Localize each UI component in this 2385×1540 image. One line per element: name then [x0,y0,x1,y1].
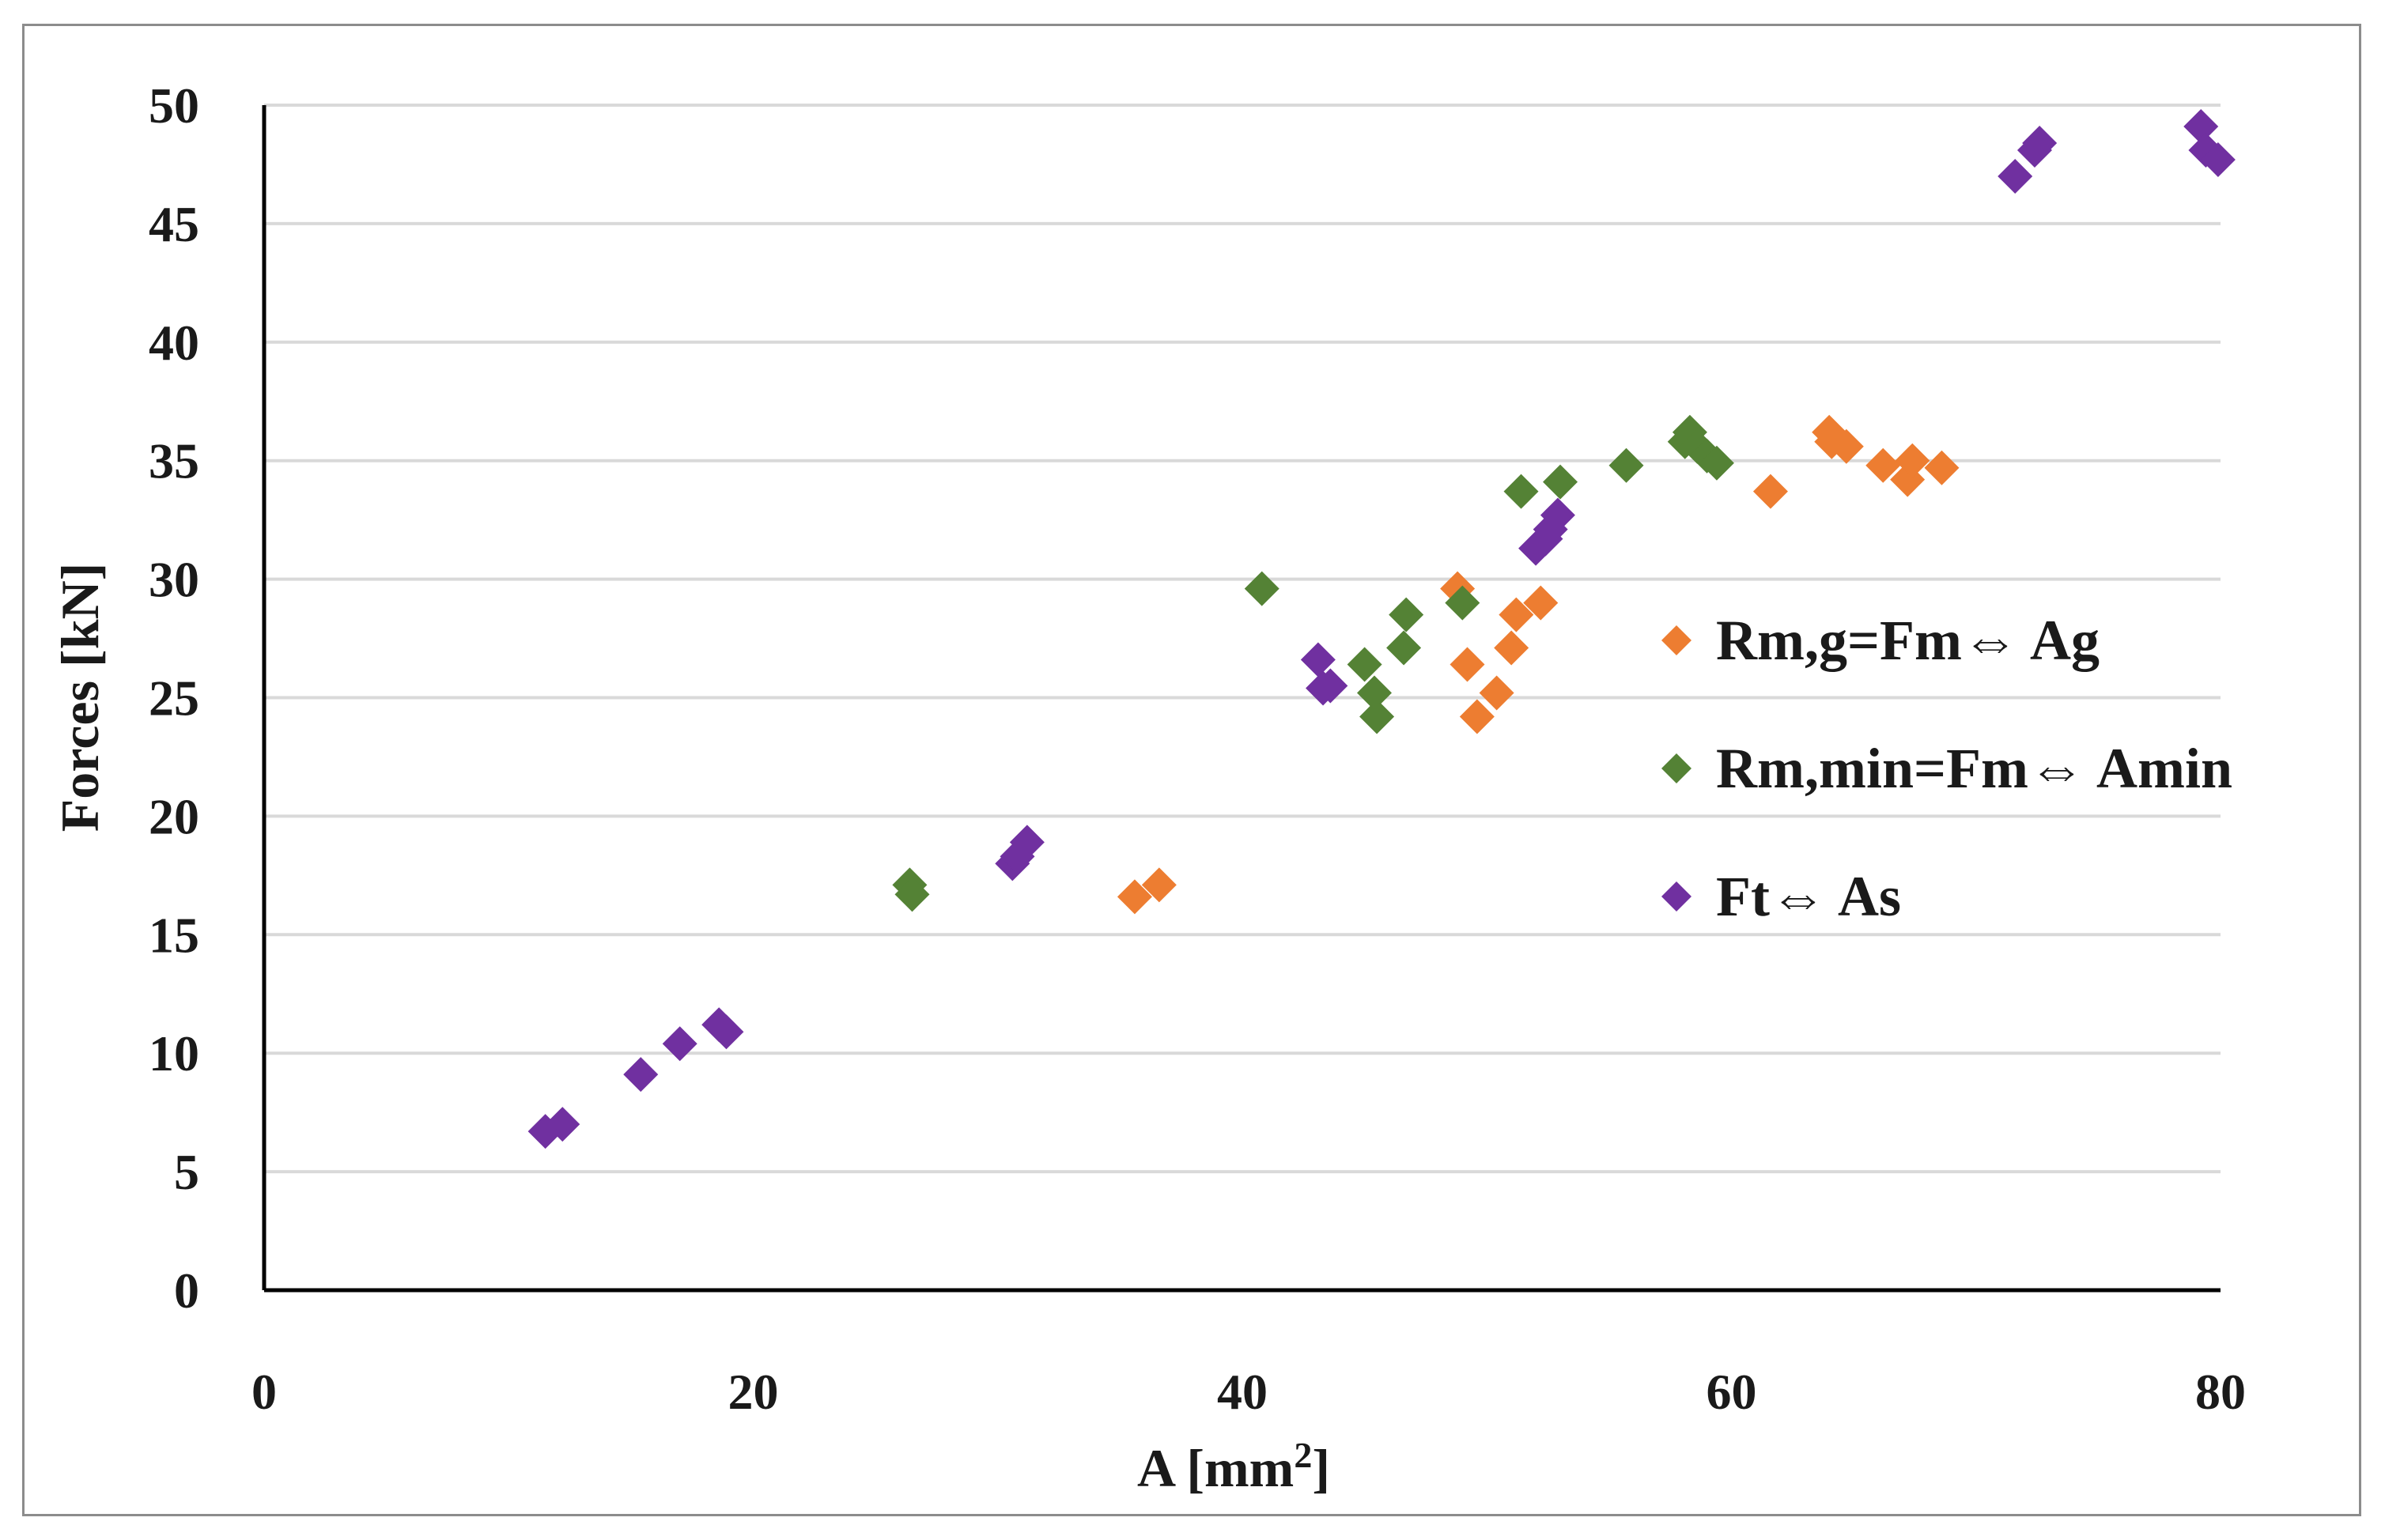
data-point [1828,428,1864,464]
data-point [1347,647,1382,682]
data-point [1445,585,1480,621]
x-tick-label: 80 [2195,1364,2246,1420]
data-point [1479,675,1514,711]
data-point [1356,675,1392,711]
data-point [1009,825,1045,860]
legend-label-3: Ft⇔ As [1716,865,1901,928]
series-3-points [527,108,2236,1149]
y-tick-label: 15 [149,907,199,963]
x-axis-title-superscript: 2 [1294,1435,1312,1475]
y-tick-label: 30 [149,552,199,608]
y-tick-label: 25 [149,670,199,727]
y-tick-label: 5 [174,1144,199,1200]
data-point [1523,585,1559,621]
y-tick-label: 35 [149,433,199,489]
y-tick-label: 20 [149,788,199,844]
data-point [1141,867,1177,903]
data-point [894,877,930,912]
legend: Rm,g=Fm⇔ Ag Rm,min=Fm⇔ Amin Ft⇔ As [1661,609,2232,928]
chart-frame [22,24,2361,1516]
data-point [1459,699,1495,734]
y-axis-title: Forces [kN] [50,563,110,832]
data-point [709,1014,744,1050]
x-tick-labels: 0 20 40 60 80 [251,1364,2246,1420]
legend-label-1: Rm,g=Fm⇔ Ag [1716,609,2100,672]
x-tick-label: 0 [251,1364,277,1420]
data-point [1503,474,1539,509]
x-axis-title: A [mm2] [1137,1435,1330,1498]
x-axis-title-suffix: ] [1312,1438,1330,1498]
legend-label-2: Rm,min=Fm⇔ Amin [1716,737,2232,800]
y-tick-label: 50 [149,77,199,134]
data-point [1699,445,1734,481]
data-point [545,1107,580,1142]
series-2-points [892,414,1734,912]
data-point [623,1057,659,1093]
data-point [1608,447,1644,483]
data-point [1998,158,2033,194]
data-point [1499,597,1534,632]
axes [262,105,2221,1293]
x-tick-label: 60 [1707,1364,1757,1420]
x-axis-title-main: A [mm [1137,1438,1294,1498]
y-tick-label: 45 [149,196,199,252]
data-point [1300,642,1336,678]
data-point [1924,450,1960,485]
x-tick-label: 40 [1217,1364,1268,1420]
legend-marker-3 [1661,881,1691,912]
y-tick-label: 0 [174,1263,199,1319]
data-point [2022,125,2058,160]
data-point [1543,464,1578,500]
data-point [1359,699,1395,734]
data-point [1117,879,1152,915]
data-point [662,1026,697,1062]
data-point [1450,647,1485,682]
data-point [1895,443,1930,478]
data-point [1386,630,1422,666]
data-point [1389,597,1424,632]
data-point [1313,668,1348,704]
y-tick-label: 10 [149,1025,199,1081]
y-tick-label: 40 [149,315,199,371]
legend-marker-1 [1661,625,1691,655]
y-tick-labels: 0 5 10 15 20 25 30 35 40 45 50 [149,77,199,1319]
data-point [1244,571,1279,606]
data-points [527,108,2236,1149]
data-point [2183,108,2219,144]
data-point [1752,474,1788,509]
series-1-points [1117,414,1960,915]
data-point [1494,630,1529,666]
x-tick-label: 20 [728,1364,779,1420]
data-point [1865,447,1901,483]
legend-marker-2 [1661,753,1691,783]
data-point [1540,497,1575,533]
data-point [2200,142,2236,177]
